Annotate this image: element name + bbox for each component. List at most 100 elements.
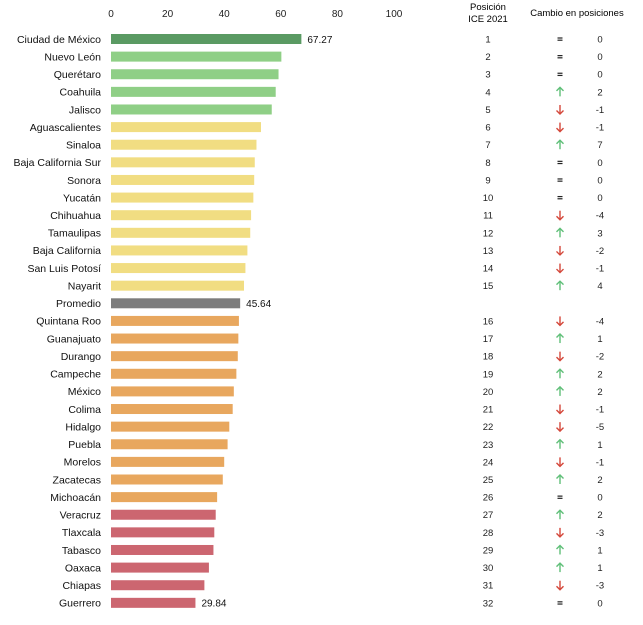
- down-arrow-head: [556, 321, 564, 327]
- position-number: 9: [485, 175, 490, 186]
- down-arrow-head: [556, 356, 564, 362]
- position-change-value: 7: [597, 140, 602, 151]
- up-arrow-icon: [556, 544, 564, 555]
- bar: [111, 51, 282, 62]
- position-change-value: 2: [597, 475, 602, 486]
- bar: [111, 227, 251, 238]
- no-change-icon: [557, 72, 563, 77]
- bar: [111, 456, 225, 467]
- position-change-value: 0: [597, 52, 602, 63]
- state-label: Promedio: [56, 298, 101, 310]
- position-change-value: 2: [597, 369, 602, 380]
- down-arrow-head: [556, 127, 564, 133]
- state-label: Quintana Roo: [36, 316, 101, 328]
- up-arrow-head: [556, 333, 564, 339]
- no-change-icon: [557, 195, 563, 200]
- down-arrow-icon: [556, 104, 564, 115]
- down-arrow-icon: [556, 263, 564, 274]
- down-arrow-icon: [556, 404, 564, 415]
- bar: [111, 210, 252, 221]
- position-number: 5: [485, 105, 490, 116]
- position-number: 15: [483, 281, 494, 292]
- bar: [111, 597, 196, 608]
- down-arrow-icon: [556, 316, 564, 327]
- bar: [111, 69, 279, 80]
- position-number: 10: [483, 193, 494, 204]
- up-arrow-icon: [556, 280, 564, 291]
- bar: [111, 192, 254, 203]
- bar: [111, 333, 239, 344]
- up-arrow-icon: [556, 227, 564, 238]
- down-arrow-icon: [556, 422, 564, 433]
- down-arrow-icon: [556, 210, 564, 221]
- position-number: 2: [485, 52, 490, 63]
- position-number: 28: [483, 528, 494, 539]
- position-change-value: 3: [597, 228, 602, 239]
- no-change-icon: [557, 55, 563, 59]
- position-header-line2: ICE 2021: [468, 14, 508, 25]
- bar: [111, 509, 216, 520]
- bar: [111, 580, 205, 591]
- x-tick-label: 20: [162, 9, 174, 20]
- down-arrow-head: [556, 585, 564, 591]
- x-tick-label: 40: [219, 9, 231, 20]
- down-arrow-icon: [556, 457, 564, 468]
- bar: [111, 544, 214, 555]
- bar: [111, 474, 223, 485]
- position-number: 32: [483, 598, 494, 609]
- position-change-value: -4: [596, 316, 604, 327]
- bar: [111, 404, 233, 415]
- bar: [111, 280, 245, 291]
- up-arrow-icon: [556, 474, 564, 484]
- value-label: 67.27: [307, 35, 332, 46]
- position-number: 24: [483, 457, 494, 468]
- position-number: 6: [485, 123, 490, 134]
- position-number: 7: [485, 140, 490, 151]
- state-label: Michoacán: [50, 492, 101, 504]
- state-label: Baja California Sur: [13, 157, 101, 169]
- up-arrow-head: [556, 86, 564, 92]
- bar: [111, 174, 255, 185]
- state-label: Tamaulipas: [48, 228, 101, 240]
- up-arrow-icon: [556, 438, 564, 449]
- up-arrow-head: [556, 562, 564, 568]
- up-arrow-head: [556, 368, 564, 374]
- position-change-value: 0: [597, 35, 602, 46]
- bar: [111, 245, 248, 256]
- x-tick-label: 80: [332, 9, 344, 20]
- bar: [111, 386, 234, 397]
- down-arrow-icon: [556, 245, 564, 256]
- position-change-value: 2: [597, 87, 602, 98]
- up-arrow-head: [556, 385, 564, 391]
- up-arrow-head: [556, 438, 564, 444]
- change-header: Cambio en posiciones: [530, 8, 624, 19]
- state-label: Coahuila: [60, 87, 102, 99]
- up-arrow-head: [556, 509, 564, 515]
- state-label: Aguascalientes: [30, 122, 101, 134]
- state-label: Durango: [61, 351, 101, 363]
- position-number: 20: [483, 387, 494, 398]
- position-change-value: 2: [597, 387, 602, 398]
- up-arrow-head: [556, 544, 564, 550]
- no-change-icon: [557, 160, 563, 165]
- no-change-icon: [557, 37, 563, 41]
- position-number: 25: [483, 475, 494, 486]
- x-tick-label: 60: [275, 9, 287, 20]
- position-change-value: -1: [596, 123, 604, 134]
- position-number: 8: [485, 158, 490, 169]
- up-arrow-icon: [556, 368, 564, 379]
- position-number: 27: [483, 510, 494, 521]
- position-change-value: -2: [596, 246, 604, 257]
- no-change-icon: [557, 601, 563, 605]
- down-arrow-head: [556, 215, 564, 221]
- up-arrow-icon: [556, 333, 564, 344]
- position-number: 1: [485, 35, 490, 46]
- position-change-value: -5: [596, 422, 604, 433]
- position-number: 4: [485, 87, 490, 98]
- position-change-value: 1: [597, 563, 602, 574]
- position-number: 21: [483, 405, 494, 416]
- state-label: Tabasco: [62, 545, 101, 557]
- position-change-value: -1: [596, 264, 604, 275]
